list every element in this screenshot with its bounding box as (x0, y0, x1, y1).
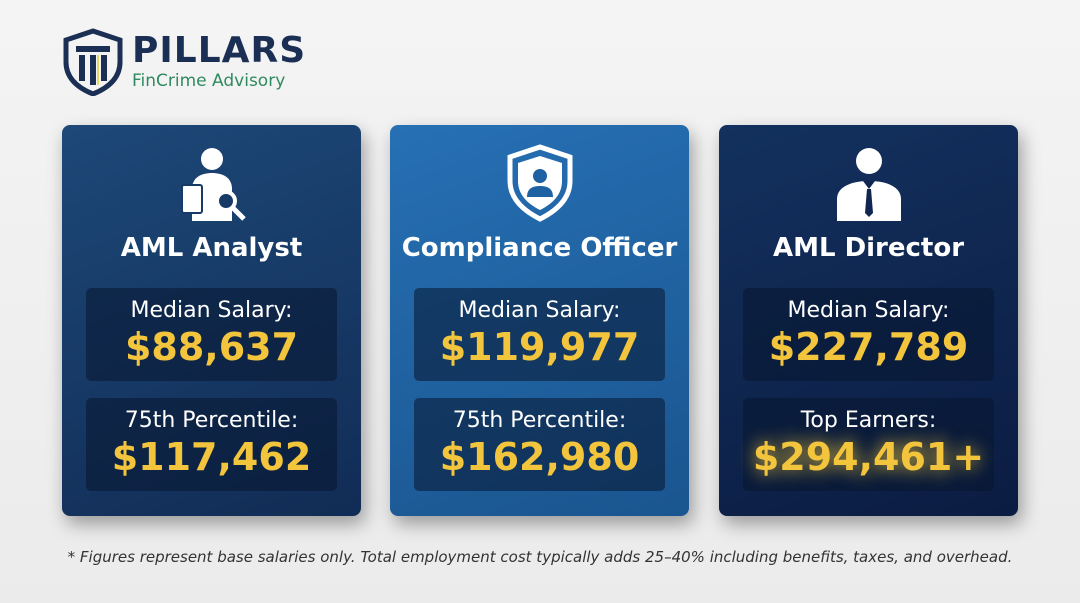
footnote: * Figures represent base salaries only. … (67, 548, 1013, 566)
top-earners-box: Top Earners: $294,461+ (743, 398, 994, 491)
stat-label: 75th Percentile: (124, 408, 299, 433)
card-aml-analyst: AML Analyst Median Salary: $88,637 75th P… (62, 125, 361, 516)
pillar-shield-icon (63, 28, 123, 96)
analyst-magnifier-icon (180, 148, 246, 221)
stat-value: $88,637 (124, 325, 299, 369)
stat-label: Top Earners: (800, 408, 937, 433)
executive-icon (836, 148, 901, 221)
stat-label: 75th Percentile: (452, 408, 627, 433)
card-title: AML Director (772, 233, 965, 263)
median-salary-box: Median Salary: $227,789 (743, 288, 994, 381)
percentile-box: 75th Percentile: $117,462 (86, 398, 337, 491)
stat-value: $227,789 (768, 325, 969, 369)
median-salary-box: Median Salary: $88,637 (86, 288, 337, 381)
brand-tagline: FinCrime Advisory (132, 71, 286, 91)
card-title: AML Analyst (120, 233, 303, 263)
shield-user-icon (507, 144, 572, 222)
stat-value: $117,462 (111, 435, 312, 479)
brand-name: PILLARS (132, 30, 307, 71)
median-salary-box: Median Salary: $119,977 (414, 288, 665, 381)
stat-label: Median Salary: (458, 298, 621, 323)
card-title: Compliance Officer (401, 233, 678, 263)
percentile-box: 75th Percentile: $162,980 (414, 398, 665, 491)
card-compliance-officer: Compliance Officer Median Salary: $119,97… (390, 125, 689, 516)
stat-label: Median Salary: (787, 298, 950, 323)
stat-value: $119,977 (439, 325, 640, 369)
card-aml-director: AML Director Median Salary: $227,789 Top … (719, 125, 1018, 516)
stat-value: $162,980 (439, 435, 640, 479)
stat-label: Median Salary: (130, 298, 293, 323)
logo: PILLARS FinCrime Advisory (62, 28, 306, 96)
stat-value: $294,461+ (752, 435, 985, 479)
